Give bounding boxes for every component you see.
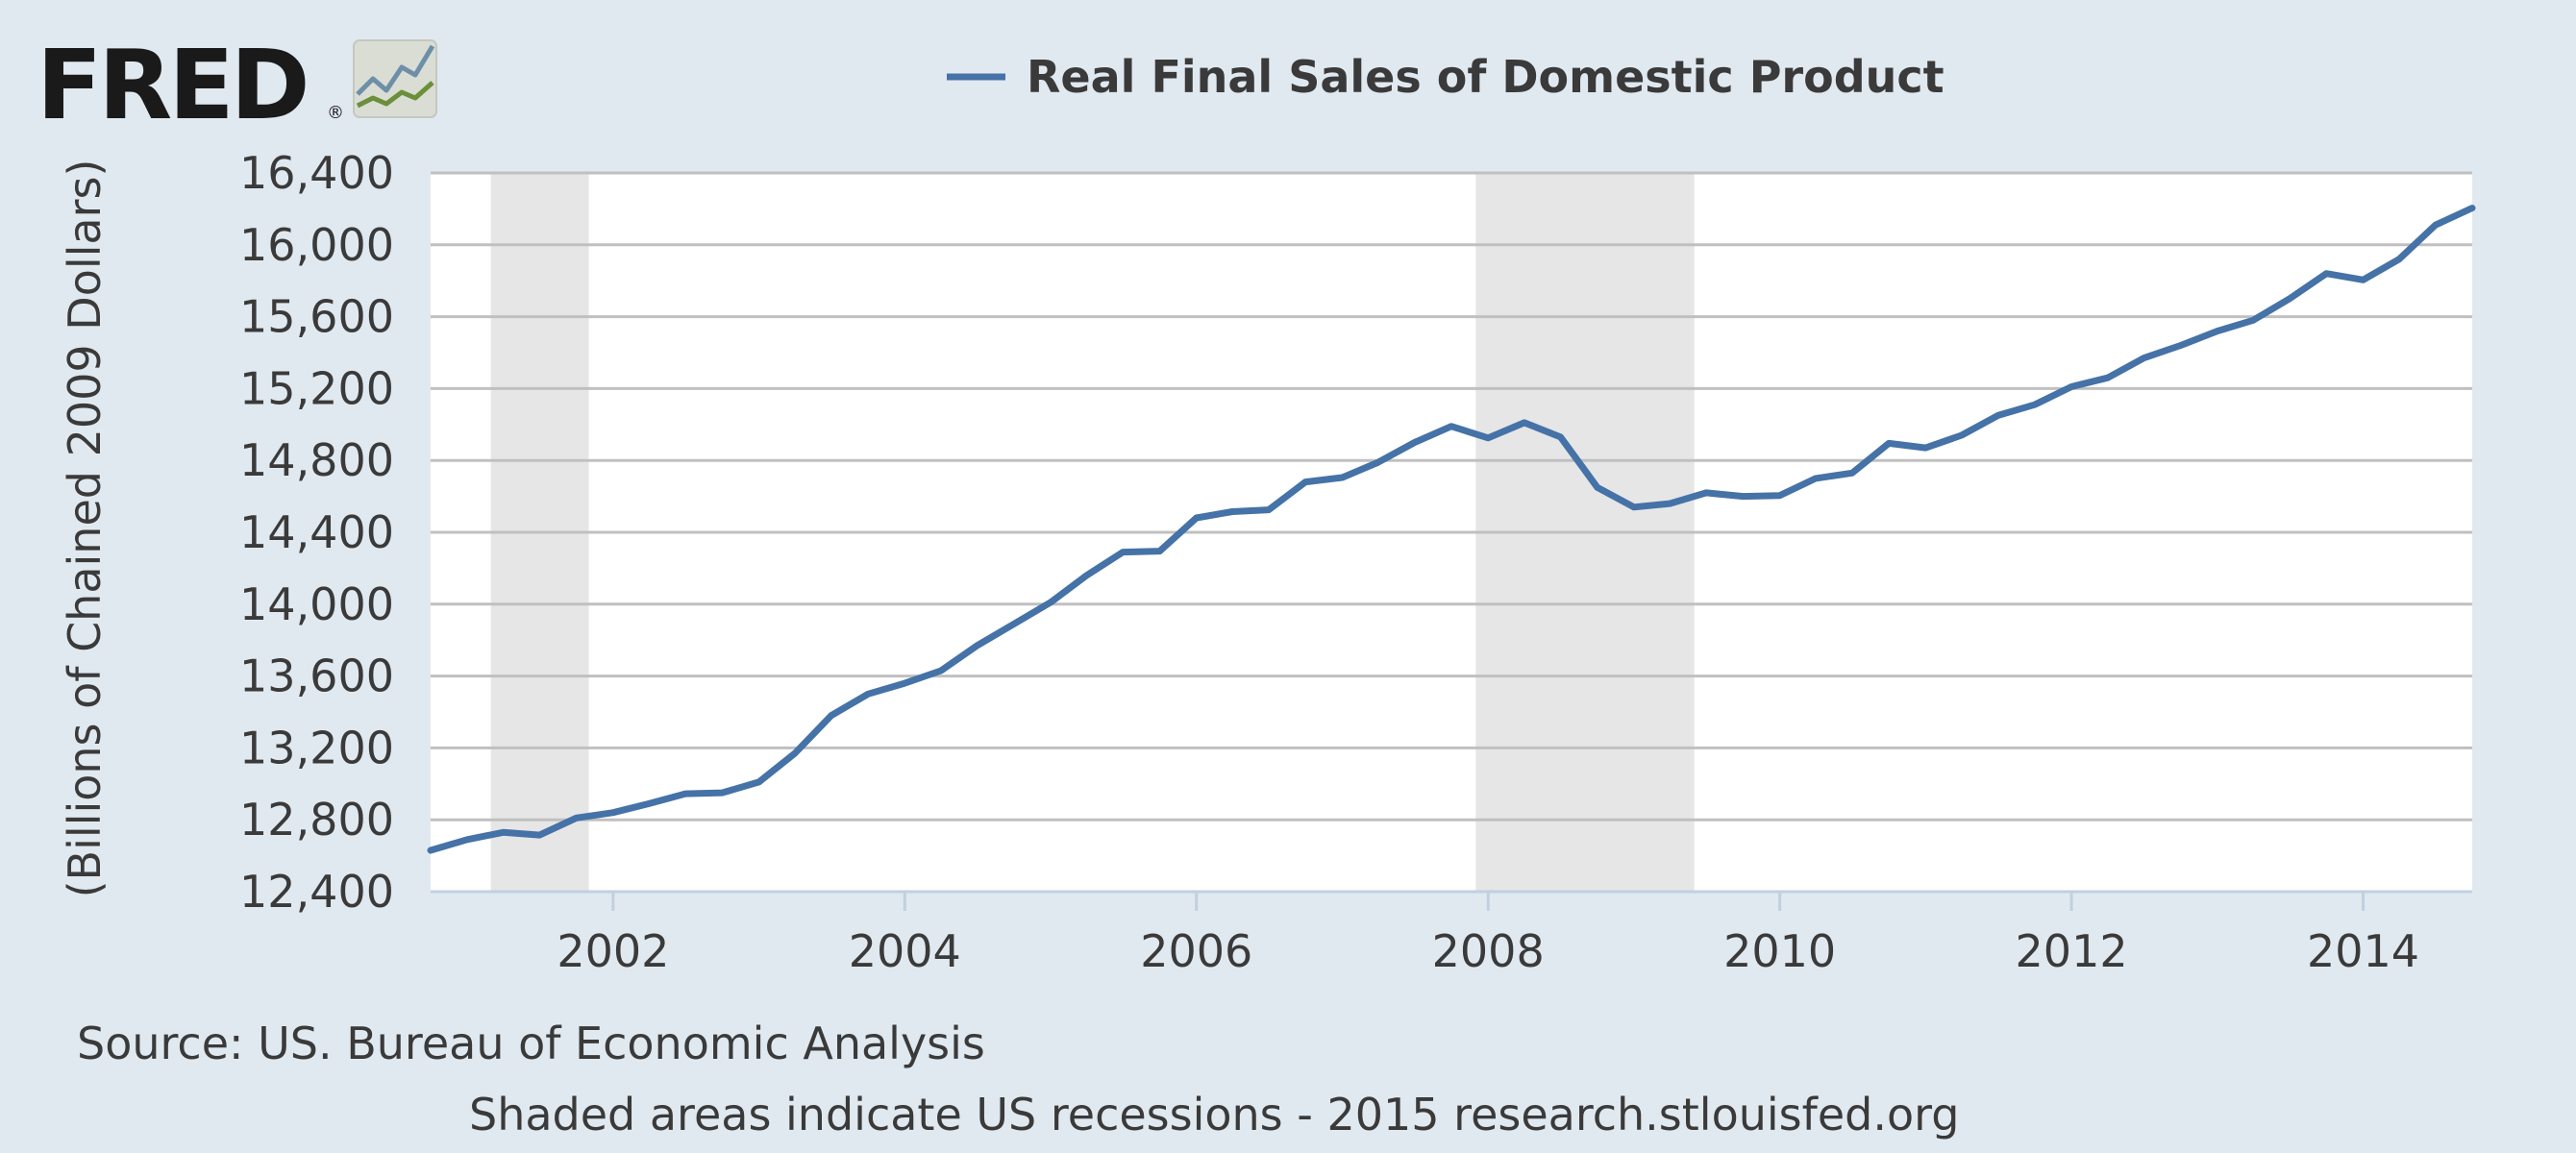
data-point (682, 791, 688, 797)
data-point (792, 750, 798, 756)
data-point (1266, 507, 1272, 513)
data-point (1558, 434, 1564, 440)
data-point (1485, 435, 1491, 441)
y-tick-label: 16,000 (239, 219, 394, 271)
x-tick-label: 2010 (1723, 925, 1836, 977)
data-point (938, 668, 944, 674)
data-point (1302, 479, 1308, 485)
y-axis-tick-labels: 12,400 12,800 13,200 13,600 14,000 14,400 14,8… (239, 147, 394, 918)
data-point (610, 810, 616, 816)
data-point (1412, 440, 1418, 446)
x-tick-label: 2014 (2307, 925, 2419, 977)
data-point (1813, 476, 1819, 481)
fred-logo-registered-mark: ® (327, 103, 344, 123)
grid-lines (431, 171, 2472, 822)
data-point (1083, 573, 1089, 578)
data-point (829, 713, 834, 719)
x-tick-label: 2012 (2016, 925, 2128, 977)
y-tick-label: 15,200 (239, 362, 394, 414)
y-tick-label: 14,800 (239, 434, 394, 486)
data-point (2250, 317, 2256, 323)
data-point (1959, 432, 1965, 438)
x-tick-label: 2006 (1140, 925, 1252, 977)
data-point (1340, 475, 1346, 480)
data-point (2433, 222, 2439, 228)
y-axis-title: (Billions of Chained 2009 Dollars) (59, 159, 111, 898)
data-point (1995, 412, 2001, 418)
fred-logo-text: FRED (37, 29, 307, 141)
data-point (2105, 375, 2111, 380)
y-tick-label: 13,200 (239, 722, 394, 773)
series-line-real-final-sales (427, 205, 2476, 854)
data-point (1595, 484, 1600, 490)
data-point (646, 800, 652, 806)
data-point (501, 829, 507, 835)
fred-logo-chart-icon (353, 39, 437, 118)
data-point (1886, 440, 1892, 446)
data-point (2142, 356, 2147, 361)
data-point (1740, 494, 1746, 500)
data-point (1048, 600, 1053, 605)
data-point (1631, 504, 1637, 510)
y-tick-label: 12,400 (239, 866, 394, 918)
data-point (975, 643, 980, 649)
data-point (2215, 329, 2220, 334)
data-point (1375, 459, 1381, 465)
data-point (756, 779, 762, 785)
data-point (1522, 420, 1527, 426)
data-point (574, 815, 580, 821)
data-point (719, 790, 725, 796)
data-point (1011, 621, 1017, 626)
data-point (902, 680, 907, 686)
recession-note: Shaded areas indicate US recessions - 20… (469, 1089, 1959, 1141)
y-tick-label: 15,600 (239, 291, 394, 343)
y-tick-label: 14,000 (239, 578, 394, 630)
data-point (865, 691, 871, 697)
data-point (536, 832, 542, 838)
data-point (1194, 515, 1200, 521)
x-tick-label: 2004 (849, 925, 961, 977)
y-tick-label: 12,800 (239, 794, 394, 846)
y-tick-label: 13,600 (239, 650, 394, 702)
data-point (2287, 296, 2292, 302)
x-tick-label: 2002 (557, 925, 669, 977)
fred-logo: FRED ® (37, 29, 437, 141)
data-point (1449, 424, 1454, 429)
data-point (2323, 271, 2329, 277)
legend-entry-label: Real Final Sales of Domestic Product (1027, 51, 1944, 103)
data-point (464, 837, 470, 843)
data-point (428, 847, 433, 853)
legend: Real Final Sales of Domestic Product (947, 51, 1944, 103)
data-point (1157, 549, 1163, 554)
source-note: Source: US. Bureau of Economic Analysis (77, 1018, 985, 1069)
data-point (2469, 206, 2475, 211)
data-point (1922, 445, 1928, 451)
y-tick-label: 14,400 (239, 506, 394, 558)
data-point (1703, 490, 1709, 496)
data-point (1777, 493, 1783, 499)
data-point (2032, 402, 2038, 407)
x-axis-ticks: 2002 2004 2006 2008 2010 2012 2014 (557, 892, 2419, 977)
data-point (2361, 277, 2366, 282)
data-point (2068, 384, 2074, 390)
data-point (1120, 550, 1126, 555)
data-point (2178, 343, 2184, 349)
data-point (2396, 257, 2402, 262)
x-tick-label: 2008 (1432, 925, 1545, 977)
data-point (1229, 509, 1235, 515)
data-point (1667, 501, 1672, 506)
y-tick-label: 16,400 (239, 147, 394, 199)
data-point (1849, 470, 1855, 476)
